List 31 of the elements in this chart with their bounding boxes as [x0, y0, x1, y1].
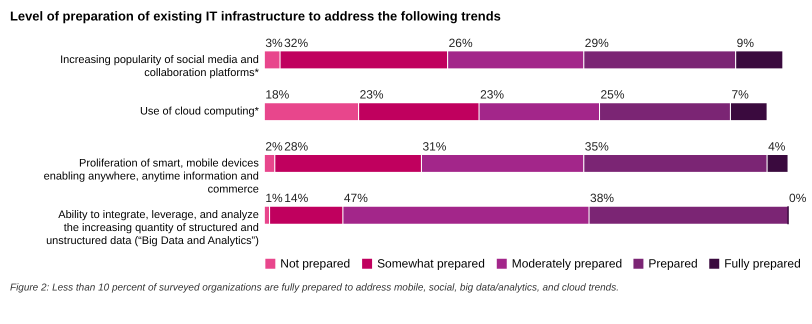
- data-label: 1%: [265, 191, 284, 206]
- data-label: 26%: [448, 36, 473, 50]
- data-label: 9%: [736, 36, 754, 50]
- data-label: 14%: [284, 191, 309, 206]
- data-label: 18%: [265, 88, 290, 102]
- legend-label: Not prepared: [280, 256, 350, 271]
- data-label: 2%: [265, 139, 284, 154]
- legend-label: Somewhat prepared: [377, 256, 485, 271]
- data-label: 3%: [265, 36, 284, 50]
- data-label: 23%: [480, 88, 504, 102]
- data-label: 0%: [789, 191, 807, 206]
- data-label: 32%: [284, 36, 308, 50]
- data-label: 38%: [590, 191, 614, 206]
- data-label: 7%: [731, 88, 750, 102]
- data-label: 35%: [584, 139, 610, 154]
- data-label: 4%: [768, 139, 786, 154]
- data-label: 29%: [584, 36, 610, 50]
- y-tick-label: Ability to integrate, leverage, and analyze the increasing quantity of structured and unstructured data (“Big Data and Analytics”): [46, 209, 259, 248]
- y-tick-label: Increasing popularity of social media and collaboration platforms*: [60, 54, 260, 79]
- y-tick-label: Proliferation of smart, mobile devices enabling anywhere, anytime information and commerce: [44, 157, 260, 196]
- legend-label: Prepared: [648, 256, 698, 271]
- data-label: 31%: [422, 139, 447, 154]
- chart-title: Level of preparation of existing IT infrastructure to address the following trends: [10, 8, 501, 24]
- y-tick-label: Use of cloud computing*: [140, 106, 260, 118]
- data-label: 25%: [600, 88, 625, 102]
- data-label: 23%: [360, 88, 384, 102]
- caption: Figure 2: Less than 10 percent of surveyed organizations are fully prepared to address mobile, social, big data/analytics, and cloud trends.: [10, 282, 619, 294]
- legend-label: Fully prepared: [724, 256, 801, 271]
- legend-label: Moderately prepared: [512, 256, 622, 271]
- data-label: 47%: [344, 191, 368, 206]
- data-label: 28%: [284, 139, 309, 154]
